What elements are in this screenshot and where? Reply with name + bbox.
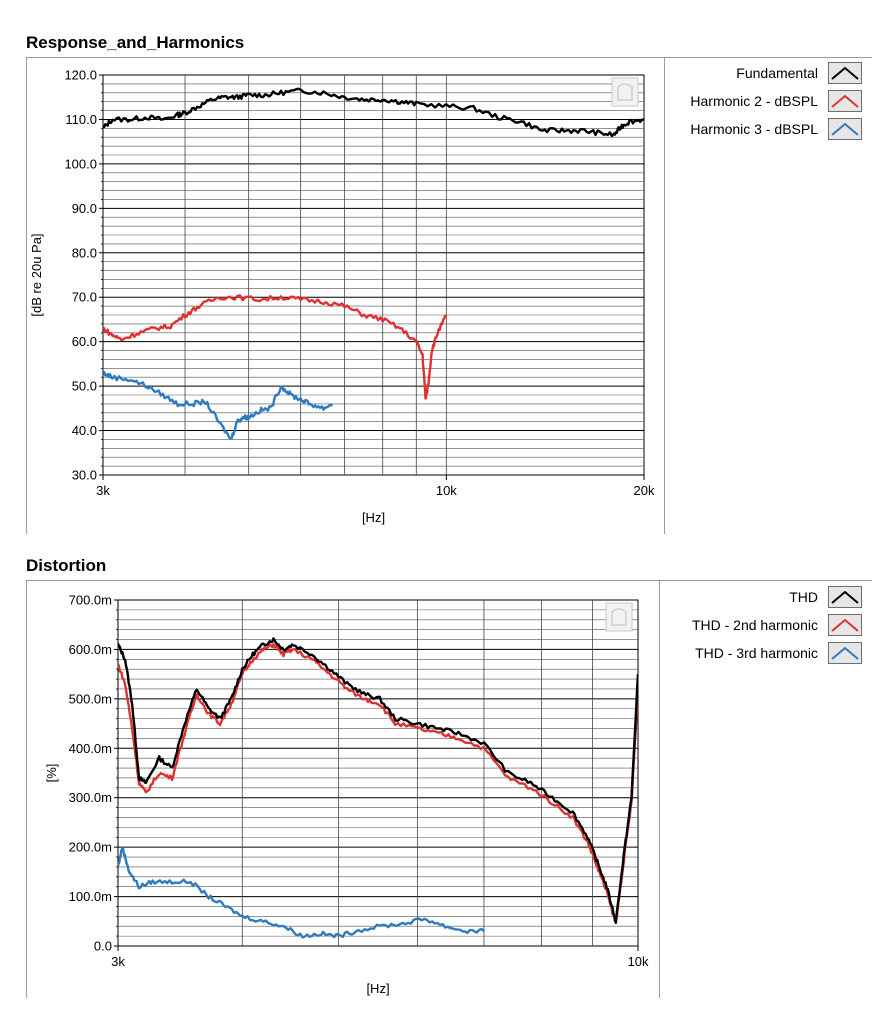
- legend-label: THD - 3rd harmonic: [695, 645, 818, 661]
- series-line: [103, 294, 447, 400]
- x-tick-label: 20k: [634, 483, 655, 498]
- y-axis-label: [%]: [44, 764, 59, 783]
- panel-divider: [26, 57, 872, 58]
- x-tick-label: 10k: [436, 483, 457, 498]
- legend-item[interactable]: Harmonic 3 - dBSPL: [690, 116, 862, 142]
- legend-swatch-icon[interactable]: [828, 62, 862, 84]
- legend-swatch-icon[interactable]: [828, 642, 862, 664]
- series-line: [103, 371, 334, 440]
- y-tick-label: 100.0: [64, 156, 97, 171]
- chart-title-distortion: Distortion: [26, 556, 107, 575]
- x-tick-label: 10k: [628, 954, 649, 969]
- y-tick-label: 100.0m: [69, 889, 112, 904]
- plot-area: [102, 74, 645, 476]
- y-tick-label: 400.0m: [69, 741, 112, 756]
- legend-label: Fundamental: [736, 65, 818, 81]
- y-tick-label: 60.0: [72, 334, 97, 349]
- series-line: [103, 87, 644, 138]
- legend-swatch-icon[interactable]: [828, 614, 862, 636]
- legend-swatch-icon[interactable]: [828, 586, 862, 608]
- y-tick-label: 500.0m: [69, 691, 112, 706]
- y-tick-label: 700.0m: [69, 593, 112, 608]
- y-tick-label: 80.0: [72, 245, 97, 260]
- response-chart[interactable]: 30.0 40.0 50.0 60.0 70.0 80.0 90.0 100.0 110.0 12…: [0, 0, 872, 540]
- panel-divider: [26, 580, 872, 581]
- x-tick-label: 3k: [111, 954, 125, 969]
- y-axis-label: [dB re 20u Pa]: [29, 233, 44, 316]
- legend-swatch-icon[interactable]: [828, 90, 862, 112]
- x-tick-label: 3k: [96, 483, 110, 498]
- x-axis-label: [Hz]: [366, 981, 389, 996]
- series-line: [118, 637, 638, 924]
- x-axis: 3k 10k: [111, 946, 649, 969]
- series-line: [118, 847, 485, 939]
- legend-item[interactable]: Fundamental: [736, 60, 862, 86]
- legend-item[interactable]: THD - 2nd harmonic: [692, 612, 862, 638]
- y-tick-label: 50.0: [72, 379, 97, 394]
- distortion-chart[interactable]: 0.0 100.0m 200.0m 300.0m 400.0m 500.0m 600.0m 7…: [0, 540, 872, 1020]
- grid: [118, 600, 638, 947]
- y-tick-label: 30.0: [72, 468, 97, 483]
- legend-item[interactable]: THD - 3rd harmonic: [695, 640, 862, 666]
- y-tick-label: 110.0: [65, 112, 97, 127]
- graph-palette-icon[interactable]: [605, 602, 633, 632]
- x-axis: 3k 10k 20k: [96, 475, 655, 498]
- x-axis-label: [Hz]: [362, 510, 385, 525]
- series-line: [118, 642, 638, 924]
- plot-area: [117, 599, 639, 947]
- legend-divider: [664, 57, 665, 534]
- y-tick-label: 120.0: [64, 68, 97, 83]
- y-axis: 30.0 40.0 50.0 60.0 70.0 80.0 90.0 100.0 110.0 12…: [64, 68, 103, 483]
- panel-left-border: [26, 580, 27, 998]
- legend-label: THD: [789, 589, 818, 605]
- y-tick-label: 200.0m: [69, 840, 112, 855]
- y-axis: 0.0 100.0m 200.0m 300.0m 400.0m 500.0m 600.0m 7…: [69, 593, 118, 954]
- chart-title-response: Response_and_Harmonics: [26, 33, 245, 52]
- legend-label: THD - 2nd harmonic: [691, 617, 818, 633]
- panel-left-border: [26, 57, 27, 534]
- y-tick-label: 300.0m: [69, 790, 112, 805]
- legend-item[interactable]: THD: [789, 584, 862, 610]
- legend-swatch-icon[interactable]: [828, 118, 862, 140]
- graph-palette-icon[interactable]: [611, 77, 639, 107]
- y-tick-label: 40.0: [72, 423, 97, 438]
- y-tick-label: 0.0: [94, 939, 112, 954]
- y-tick-label: 70.0: [72, 290, 97, 305]
- legend-label: Harmonic 2 - dBSPL: [690, 93, 818, 109]
- legend-label: Harmonic 3 - dBSPL: [690, 121, 818, 137]
- legend-divider: [659, 580, 660, 998]
- y-tick-label: 600.0m: [69, 642, 112, 657]
- legend-item[interactable]: Harmonic 2 - dBSPL: [690, 88, 862, 114]
- y-tick-label: 90.0: [72, 201, 97, 216]
